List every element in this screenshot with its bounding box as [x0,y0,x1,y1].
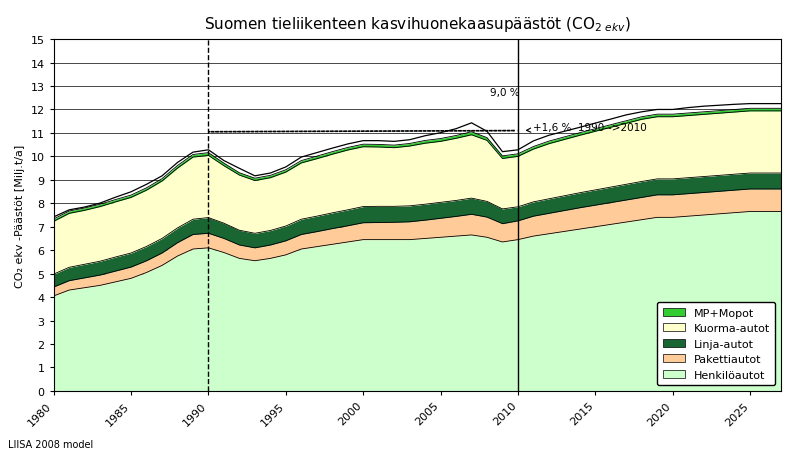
Y-axis label: CO₂ ekv -Päästöt [Milj.t/a]: CO₂ ekv -Päästöt [Milj.t/a] [15,144,25,287]
Text: LIISA 2008 model: LIISA 2008 model [8,439,93,449]
Title: Suomen tieliikenteen kasvihuonekaasupäästöt (CO$_{2\ ekv}$): Suomen tieliikenteen kasvihuonekaasupääs… [204,15,630,34]
Text: +1,6 %  1990-->2010: +1,6 % 1990-->2010 [527,123,647,133]
Legend: MP+Mopot, Kuorma-autot, Linja-autot, Pakettiautot, Henkilöautot: MP+Mopot, Kuorma-autot, Linja-autot, Pak… [657,302,775,386]
Text: 9,0 %: 9,0 % [490,87,520,97]
